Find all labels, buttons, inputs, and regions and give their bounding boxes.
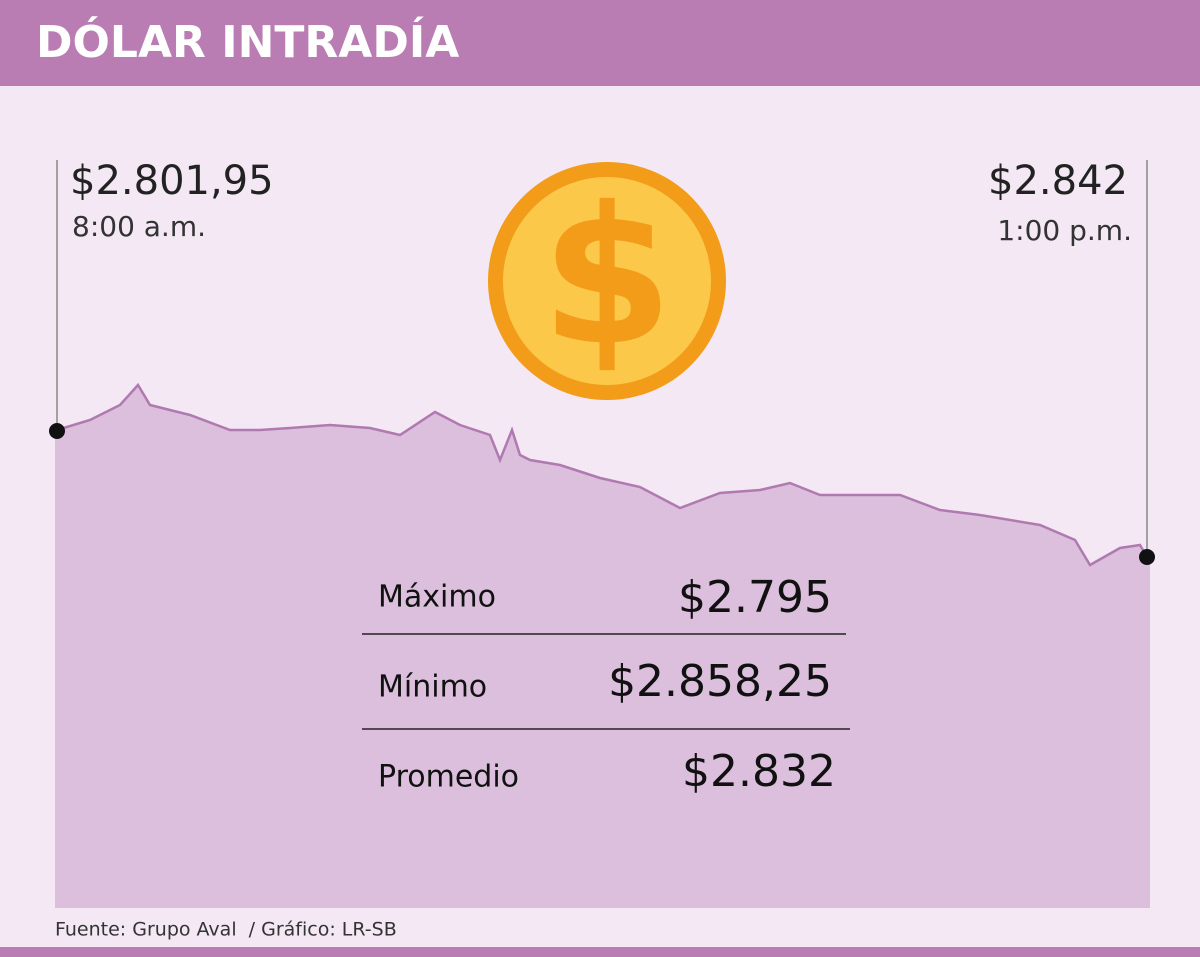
- stat-value: $2.858,25: [608, 656, 832, 707]
- footer-bar: [0, 947, 1200, 957]
- source: Fuente: Grupo Aval / Gráfico: LR-SB: [55, 919, 397, 941]
- stat-value: $2.795: [678, 572, 832, 623]
- stat-label: Máximo: [378, 580, 496, 615]
- end-dot: [1139, 549, 1155, 565]
- intraday-line: [56, 382, 1149, 567]
- title: DÓLAR INTRADÍA: [36, 15, 459, 68]
- stat-label: Promedio: [378, 760, 519, 795]
- end-time: 1:00 p.m.: [997, 214, 1132, 247]
- stats-table: Máximo $2.795 Mínimo $2.858,25 Promedio …: [362, 572, 850, 797]
- header-bar: [0, 0, 1200, 86]
- stat-value: $2.832: [682, 746, 836, 797]
- start-price: $2.801,95: [70, 158, 274, 204]
- svg-text:$: $: [541, 166, 673, 387]
- end-price: $2.842: [988, 158, 1128, 204]
- coin-icon: $: [488, 162, 726, 400]
- start-dot: [49, 423, 65, 439]
- start-time: 8:00 a.m.: [72, 210, 206, 243]
- intraday-area: [55, 385, 1150, 908]
- stat-label: Mínimo: [378, 670, 487, 705]
